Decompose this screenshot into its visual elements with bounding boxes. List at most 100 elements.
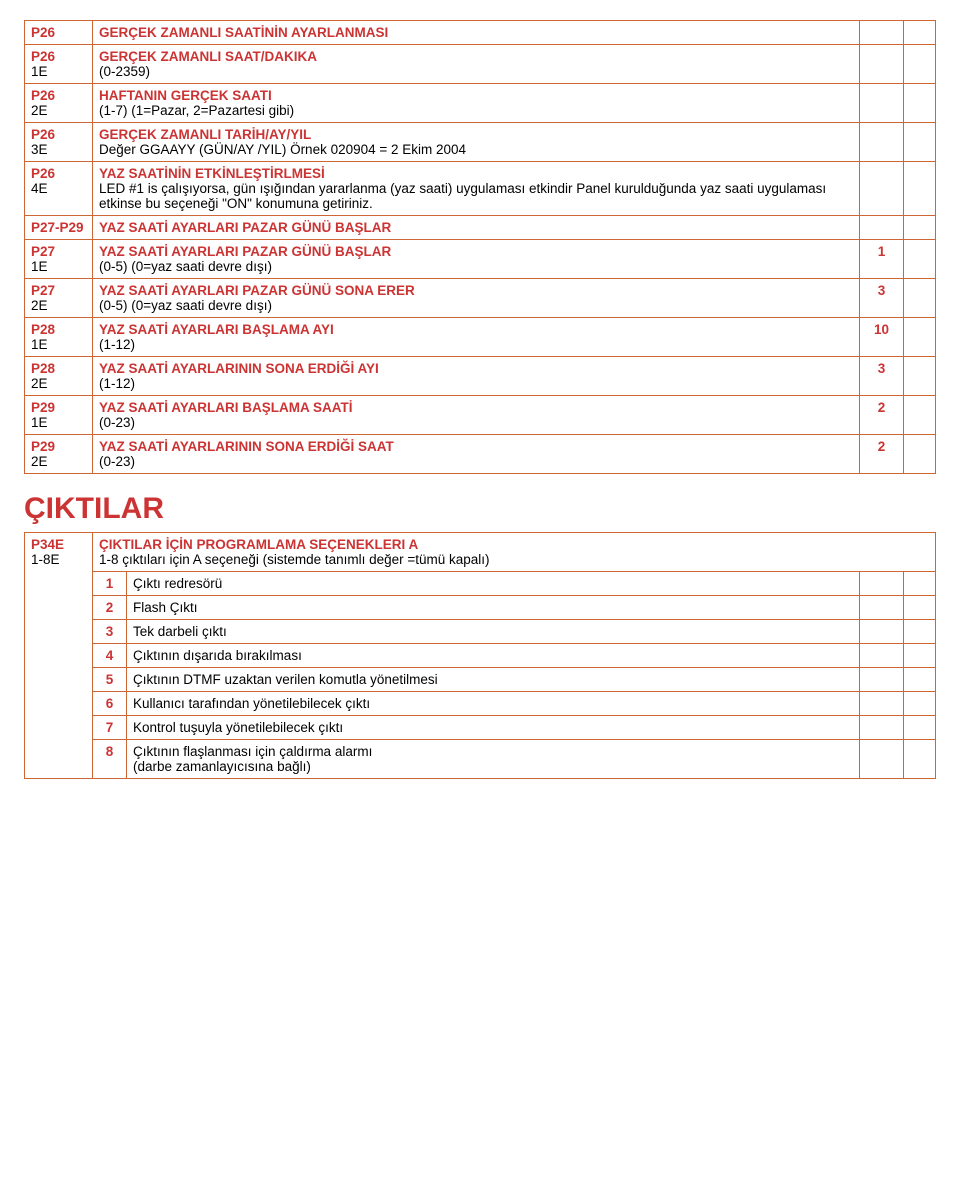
param-note: Değer GGAAYY (GÜN/AY /YIL) Örnek 020904 …: [99, 142, 853, 157]
param-blank: [904, 279, 936, 318]
param-title: GERÇEK ZAMANLI SAATİNİN AYARLANMASI: [99, 25, 853, 40]
table-row: 5Çıktının DTMF uzaktan verilen komutla y…: [25, 668, 936, 692]
param-note: (0-23): [99, 415, 853, 430]
param-description: YAZ SAATİ AYARLARININ SONA ERDİĞİ AYI(1-…: [93, 357, 860, 396]
output-blank: [904, 620, 936, 644]
param-description: YAZ SAATİ AYARLARININ SONA ERDİĞİ SAAT(0…: [93, 435, 860, 474]
output-blank: [904, 596, 936, 620]
output-label: Çıktının dışarıda bırakılması: [127, 644, 860, 668]
param-subcode: 2E: [31, 298, 86, 313]
param-blank: [904, 357, 936, 396]
output-index: 2: [93, 596, 127, 620]
param-code: P263E: [25, 123, 93, 162]
output-label: Kullanıcı tarafından yönetilebilecek çık…: [127, 692, 860, 716]
param-code: P264E: [25, 162, 93, 216]
param-description: GERÇEK ZAMANLI SAATİNİN AYARLANMASI: [93, 21, 860, 45]
output-label: Çıktının DTMF uzaktan verilen komutla yö…: [127, 668, 860, 692]
output-header-code: P34E1-8E: [25, 533, 93, 779]
param-code: P281E: [25, 318, 93, 357]
param-subcode: 2E: [31, 103, 86, 118]
output-header-title: ÇIKTILAR İÇİN PROGRAMLAMA SEÇENEKLERI A: [99, 537, 929, 552]
param-blank: [904, 318, 936, 357]
param-title: YAZ SAATİNİN ETKİNLEŞTİRLMESİ: [99, 166, 853, 181]
table-row: P264E YAZ SAATİNİN ETKİNLEŞTİRLMESİLED #1…: [25, 162, 936, 216]
outputs-table: P34E1-8E ÇIKTILAR İÇİN PROGRAMLAMA SEÇENE…: [24, 532, 936, 779]
output-index: 5: [93, 668, 127, 692]
output-value: [860, 716, 904, 740]
output-value: [860, 644, 904, 668]
output-blank: [904, 716, 936, 740]
param-code-text: P27-P29: [31, 220, 86, 235]
param-note: (0-5) (0=yaz saati devre dışı): [99, 298, 853, 313]
param-code-text: P26: [31, 166, 86, 181]
parameters-table: P26GERÇEK ZAMANLI SAATİNİN AYARLANMASIP2…: [24, 20, 936, 474]
param-code-text: P27: [31, 244, 86, 259]
output-label: Tek darbeli çıktı: [127, 620, 860, 644]
param-subcode: 1E: [31, 415, 86, 430]
param-value: [860, 162, 904, 216]
output-value: [860, 740, 904, 779]
output-label: Çıktı redresörü: [127, 572, 860, 596]
param-note: (0-23): [99, 454, 853, 469]
param-blank: [904, 240, 936, 279]
table-row: P281EYAZ SAATİ AYARLARI BAŞLAMA AYI(1-12…: [25, 318, 936, 357]
param-code: P261E: [25, 45, 93, 84]
table-row: 2Flash Çıktı: [25, 596, 936, 620]
table-row: P291EYAZ SAATİ AYARLARI BAŞLAMA SAATİ(0-…: [25, 396, 936, 435]
param-blank: [904, 123, 936, 162]
output-index: 3: [93, 620, 127, 644]
param-subcode: 2E: [31, 376, 86, 391]
table-row: P292EYAZ SAATİ AYARLARININ SONA ERDİĞİ S…: [25, 435, 936, 474]
param-description: YAZ SAATİ AYARLARI BAŞLAMA SAATİ(0-23): [93, 396, 860, 435]
param-subcode: 4E: [31, 181, 86, 196]
param-note: (0-2359): [99, 64, 853, 79]
param-subcode: 2E: [31, 454, 86, 469]
output-index: 6: [93, 692, 127, 716]
table-row: 6Kullanıcı tarafından yönetilebilecek çı…: [25, 692, 936, 716]
param-note: (1-12): [99, 337, 853, 352]
table-row: P262EHAFTANIN GERÇEK SAATI(1-7) (1=Pazar…: [25, 84, 936, 123]
param-subcode: 1E: [31, 64, 86, 79]
table-row: P272EYAZ SAATİ AYARLARI PAZAR GÜNÜ SONA …: [25, 279, 936, 318]
param-title: YAZ SAATİ AYARLARI BAŞLAMA SAATİ: [99, 400, 853, 415]
param-value: [860, 123, 904, 162]
param-value: [860, 45, 904, 84]
table-row: 4Çıktının dışarıda bırakılması: [25, 644, 936, 668]
param-blank: [904, 396, 936, 435]
output-blank: [904, 740, 936, 779]
param-description: YAZ SAATİ AYARLARI BAŞLAMA AYI(1-12): [93, 318, 860, 357]
output-label: Flash Çıktı: [127, 596, 860, 620]
table-row: P27-P29YAZ SAATİ AYARLARI PAZAR GÜNÜ BAŞ…: [25, 216, 936, 240]
param-note: (0-5) (0=yaz saati devre dışı): [99, 259, 853, 274]
param-code: P272E: [25, 279, 93, 318]
param-note: (1-12): [99, 376, 853, 391]
param-blank: [904, 21, 936, 45]
output-header-note: 1-8 çıktıları için A seçeneği (sistemde …: [99, 552, 929, 567]
param-title: GERÇEK ZAMANLI SAAT/DAKIKA: [99, 49, 853, 64]
table-row: 3Tek darbeli çıktı: [25, 620, 936, 644]
param-subcode: 3E: [31, 142, 86, 157]
output-value: [860, 596, 904, 620]
output-blank: [904, 572, 936, 596]
output-header-subcode: 1-8E: [31, 552, 86, 567]
param-code-text: P26: [31, 127, 86, 142]
output-blank: [904, 644, 936, 668]
param-note: LED #1 is çalışıyorsa, gün ışığından yar…: [99, 181, 853, 211]
section-heading: ÇIKTILAR: [24, 492, 936, 526]
table-row: P34E1-8E ÇIKTILAR İÇİN PROGRAMLAMA SEÇENE…: [25, 533, 936, 572]
table-row: P261E GERÇEK ZAMANLI SAAT/DAKIKA(0-2359): [25, 45, 936, 84]
param-value: 3: [860, 357, 904, 396]
param-code: P292E: [25, 435, 93, 474]
table-row: 1Çıktı redresörü: [25, 572, 936, 596]
param-blank: [904, 162, 936, 216]
table-row: P26GERÇEK ZAMANLI SAATİNİN AYARLANMASI: [25, 21, 936, 45]
param-value: 2: [860, 435, 904, 474]
param-description: YAZ SAATİ AYARLARI PAZAR GÜNÜ BAŞLAR(0-5…: [93, 240, 860, 279]
param-code: P262E: [25, 84, 93, 123]
param-value: [860, 21, 904, 45]
param-blank: [904, 216, 936, 240]
output-header-code-text: P34E: [31, 537, 86, 552]
table-row: P263EGERÇEK ZAMANLI TARİH/AY/YILDeğer GG…: [25, 123, 936, 162]
output-index: 7: [93, 716, 127, 740]
param-code: P291E: [25, 396, 93, 435]
